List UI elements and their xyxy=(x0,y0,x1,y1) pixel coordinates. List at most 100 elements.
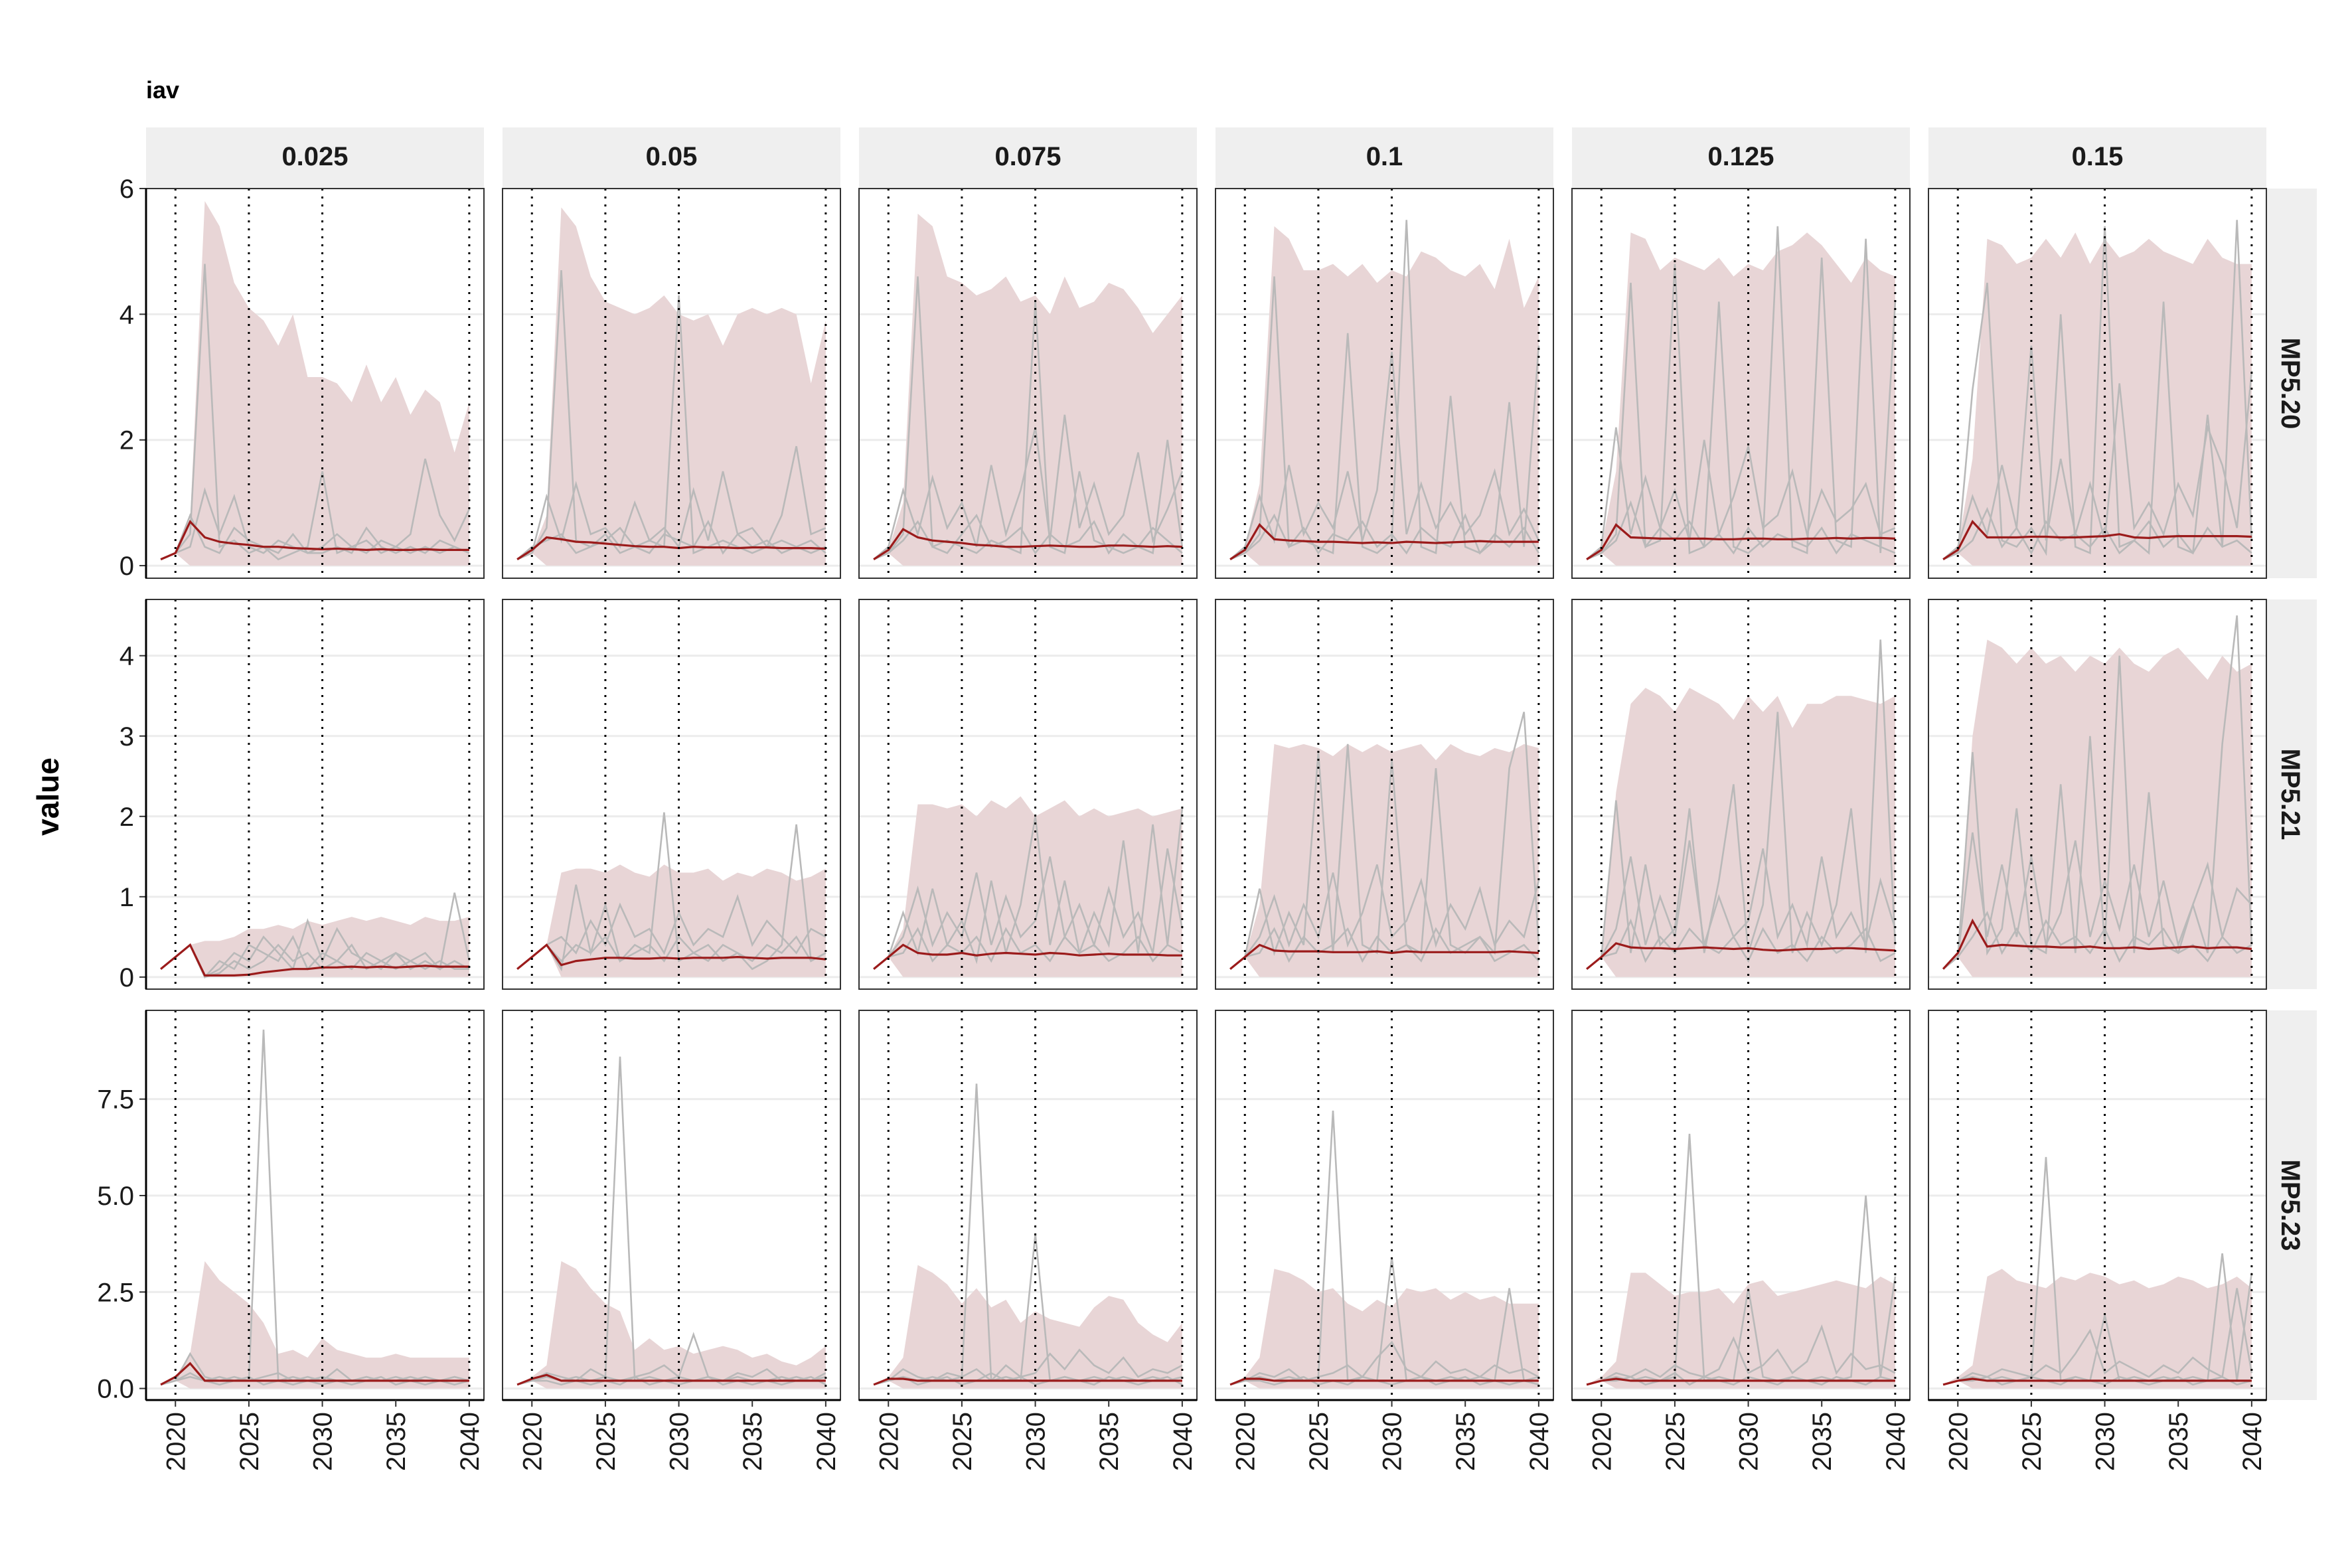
facet-strip-col xyxy=(1215,127,1553,187)
x-tick-label: 2030 xyxy=(1022,1412,1051,1471)
ribbon-area xyxy=(874,1265,1182,1389)
worm-line xyxy=(873,414,1184,560)
x-tick-label: 2035 xyxy=(382,1412,411,1471)
median-line xyxy=(516,536,826,560)
median-line xyxy=(1229,1377,1539,1386)
panel-border xyxy=(1571,188,1911,579)
y-tick-label: 0.0 xyxy=(97,1375,134,1404)
x-tick-label: 2020 xyxy=(518,1412,547,1471)
facet-strip-col xyxy=(1928,127,2266,187)
ribbon-area xyxy=(161,1261,469,1389)
panel-border xyxy=(1215,599,1554,990)
x-tick-label: 2020 xyxy=(1231,1412,1260,1471)
x-tick-label: 2030 xyxy=(665,1412,694,1471)
worm-line xyxy=(1586,427,1896,560)
median-line xyxy=(516,943,826,970)
worm-line xyxy=(1229,712,1540,970)
worm-line xyxy=(1229,927,1539,970)
ribbon-area xyxy=(874,796,1182,977)
x-tick-label: 2020 xyxy=(874,1412,903,1471)
worm-line xyxy=(1586,639,1897,970)
worm-line xyxy=(160,918,469,979)
x-tick-label: 2040 xyxy=(455,1412,485,1471)
worm-line xyxy=(1229,1375,1539,1386)
facet-label-col: 0.125 xyxy=(1707,142,1774,171)
worm-line xyxy=(1229,512,1540,560)
median-line xyxy=(1586,1377,1895,1386)
facet-strip-row xyxy=(2266,599,2317,989)
x-tick-label: 2040 xyxy=(812,1412,841,1471)
x-tick-label: 2040 xyxy=(2238,1412,2267,1471)
ribbon-area xyxy=(1587,232,1895,566)
ribbon-area xyxy=(161,200,469,566)
facet-strip-col xyxy=(859,127,1197,187)
panel-border xyxy=(1215,188,1554,579)
x-tick-label: 2035 xyxy=(738,1412,767,1471)
ribbon-area xyxy=(1587,688,1895,977)
median-line xyxy=(1942,520,2252,560)
y-tick-label: 0 xyxy=(119,552,134,581)
y-tick-label: 2 xyxy=(119,803,134,832)
x-tick-label: 2040 xyxy=(1881,1412,1911,1471)
facet-label-col: 0.1 xyxy=(1366,142,1403,171)
median-line xyxy=(873,528,1182,560)
worm-line xyxy=(516,812,826,972)
y-tick-label: 2.5 xyxy=(97,1278,134,1307)
worm-line xyxy=(516,894,826,970)
worm-line xyxy=(1942,1288,2253,1386)
median-line xyxy=(873,1377,1182,1386)
facet-strip-col xyxy=(1572,127,1910,187)
facet-label-col: 0.075 xyxy=(994,142,1061,171)
x-tick-label: 2025 xyxy=(2017,1412,2047,1471)
median-line xyxy=(1586,523,1895,560)
worm-line xyxy=(516,270,826,560)
worm-line xyxy=(1229,1340,1539,1386)
y-tick-label: 7.5 xyxy=(97,1085,134,1115)
worm-line xyxy=(873,513,1183,560)
panel-border xyxy=(858,188,1198,579)
x-tick-label: 2030 xyxy=(1735,1412,1764,1471)
x-tick-label: 2035 xyxy=(1451,1412,1480,1471)
worm-line xyxy=(1942,345,2253,560)
worm-line xyxy=(1942,1156,2253,1386)
x-tick-label: 2025 xyxy=(1304,1412,1334,1471)
ribbon-area xyxy=(874,213,1182,566)
facet-label-row: MP5.23 xyxy=(2276,1160,2305,1251)
y-tick-label: 4 xyxy=(119,642,134,671)
panel-border xyxy=(1928,599,2267,990)
x-tick-label: 2025 xyxy=(591,1412,621,1471)
median-line xyxy=(873,943,1182,970)
x-tick-label: 2040 xyxy=(1525,1412,1554,1471)
y-tick-label: 0 xyxy=(119,963,134,992)
chart-title: iav xyxy=(146,76,179,104)
y-tick-label: 4 xyxy=(119,300,134,329)
median-line xyxy=(516,1373,826,1386)
panel-border xyxy=(502,188,841,579)
worm-line xyxy=(873,927,1183,970)
x-tick-label: 2020 xyxy=(1587,1412,1616,1471)
panel-border xyxy=(858,599,1198,990)
y-tick-label: 1 xyxy=(119,883,134,912)
worm-line xyxy=(1942,832,2252,970)
worm-line xyxy=(1229,220,1540,560)
worm-line xyxy=(1942,911,2252,970)
worm-line xyxy=(1942,220,2253,560)
median-line xyxy=(1586,942,1895,970)
panel-grid: 0.025 0.05 0.075 0.1 0.125 0.15 MP5.20 0 2 4 6 MP5.… xyxy=(97,127,2317,1471)
facet-label-col: 0.025 xyxy=(281,142,348,171)
x-tick-label: 2030 xyxy=(2091,1412,2120,1471)
facet-strip-row xyxy=(2266,1010,2317,1400)
x-tick-label: 2035 xyxy=(1808,1412,1837,1471)
panel-border xyxy=(1928,188,2267,579)
y-tick-label: 2 xyxy=(119,426,134,455)
worm-line xyxy=(1586,1324,1896,1386)
median-line xyxy=(1942,918,2252,970)
ribbon-area xyxy=(517,207,826,566)
median-line xyxy=(160,1362,469,1386)
y-tick-label: 3 xyxy=(119,722,134,751)
x-tick-label: 2030 xyxy=(309,1412,338,1471)
ribbon-area xyxy=(1943,1269,2252,1389)
x-tick-label: 2025 xyxy=(948,1412,977,1471)
x-tick-label: 2025 xyxy=(1661,1412,1690,1471)
facet-label-col: 0.15 xyxy=(2072,142,2124,171)
